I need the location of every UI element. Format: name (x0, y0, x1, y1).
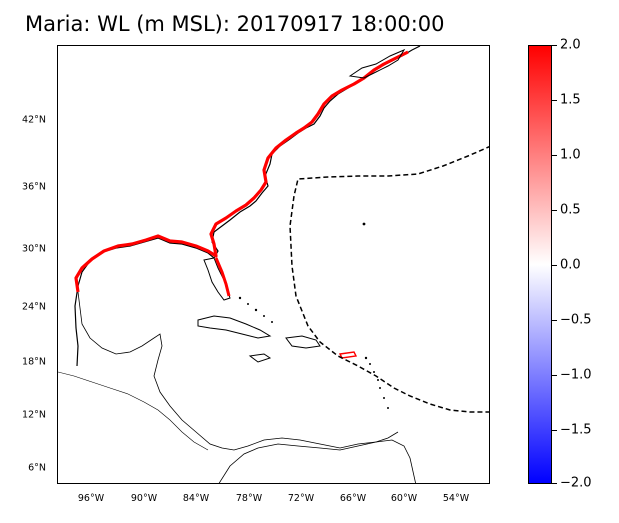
colorbar-label: 1.0 (560, 147, 581, 163)
colorbar-tick (552, 265, 557, 266)
lat-tick-label: 24°N (22, 301, 46, 313)
map-canvas (58, 46, 489, 483)
lon-tick-label: 78°W (235, 493, 263, 504)
colorbar-tick (552, 210, 557, 211)
lat-tick-label: 12°N (22, 409, 46, 421)
puerto-rico-island (338, 351, 358, 359)
colorbar-tick (552, 100, 557, 101)
colorbar-label: 1.5 (560, 92, 581, 108)
lon-tick-label: 90°W (130, 493, 158, 504)
colorbar-tick (552, 483, 557, 484)
colorbar-tick (552, 320, 557, 321)
lon-tick-label: 84°W (182, 493, 210, 504)
lon-tick-label: 66°W (339, 493, 367, 504)
colorbar-label: −1.5 (560, 422, 592, 438)
colorbar-label: 2.0 (560, 37, 581, 53)
bermuda (362, 222, 366, 226)
storm-track (289, 146, 489, 413)
colorbar-label: 0.0 (560, 257, 581, 273)
colorbar-label: −2.0 (560, 475, 592, 491)
colorbar-tick (552, 375, 557, 376)
pacific-coast (58, 371, 209, 451)
map-panel[interactable] (57, 45, 490, 484)
central-america-coast (77, 291, 399, 451)
lon-tick-label: 96°W (77, 493, 105, 504)
colorbar-label: 0.5 (560, 202, 581, 218)
jamaica-island (248, 353, 272, 363)
lon-tick-label: 60°W (390, 493, 418, 504)
lesser-antilles (364, 356, 389, 409)
us-coastline (74, 46, 421, 367)
cuba-island (197, 315, 272, 339)
colorbar-tick (552, 155, 557, 156)
lat-tick-label: 36°N (22, 181, 46, 193)
bahamas (238, 296, 273, 323)
hispaniola-island (285, 335, 321, 349)
colorbar-tick (552, 45, 557, 46)
lon-tick-label: 54°W (442, 493, 470, 504)
lat-tick-label: 30°N (22, 243, 46, 255)
colorbar-label: −1.0 (560, 367, 592, 383)
lat-tick-label: 6°N (28, 462, 46, 474)
colorbar-label: −0.5 (560, 312, 592, 328)
florida-coast (203, 257, 231, 301)
storm-surge-band (74, 50, 409, 293)
lat-tick-label: 18°N (22, 356, 46, 368)
maritime-coast (348, 48, 406, 79)
colorbar-tick (552, 430, 557, 431)
lat-tick-label: 42°N (22, 114, 46, 126)
south-america-coast (218, 439, 416, 483)
florida-surge (214, 257, 231, 297)
map-title: Maria: WL (m MSL): 20170917 18:00:00 (25, 12, 445, 36)
lon-tick-label: 72°W (287, 493, 315, 504)
colorbar (528, 45, 552, 484)
